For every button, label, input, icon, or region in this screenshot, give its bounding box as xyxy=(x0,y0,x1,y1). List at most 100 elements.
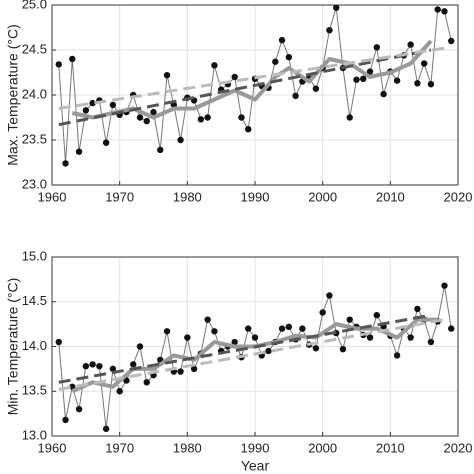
data-point xyxy=(373,311,380,319)
data-point xyxy=(346,114,353,121)
x-tick-label: 1980 xyxy=(173,440,202,455)
data-point xyxy=(312,85,320,92)
data-point xyxy=(184,334,191,341)
data-point xyxy=(319,309,326,316)
data-point xyxy=(96,362,103,370)
data-point xyxy=(380,90,387,98)
data-point xyxy=(326,292,333,299)
data-point xyxy=(360,75,367,83)
series-line xyxy=(58,48,432,127)
data-point xyxy=(339,345,347,353)
data-point xyxy=(62,160,69,167)
data-point xyxy=(82,362,90,370)
data-point xyxy=(136,114,144,121)
data-point xyxy=(373,44,380,51)
data-point xyxy=(312,345,320,352)
x-tick-label: 1990 xyxy=(241,440,270,455)
data-point xyxy=(116,388,123,395)
x-tick-label: 1980 xyxy=(173,189,202,204)
data-point xyxy=(448,325,455,332)
data-point xyxy=(211,62,218,69)
y-tick-label: 13.5 xyxy=(22,383,47,398)
data-point xyxy=(55,61,62,68)
data-point xyxy=(441,282,448,289)
data-point xyxy=(427,338,435,346)
series-line xyxy=(58,46,445,110)
data-point xyxy=(346,316,353,323)
y-tick-label: 15.0 xyxy=(22,248,47,263)
data-point xyxy=(366,334,374,341)
data-point xyxy=(204,316,211,323)
data-point xyxy=(204,114,211,121)
data-point xyxy=(231,338,238,346)
data-point xyxy=(82,107,90,114)
data-point xyxy=(157,146,164,154)
x-tick-label: 1960 xyxy=(38,189,67,204)
data-point xyxy=(136,343,144,350)
x-tick-label: 2000 xyxy=(308,189,337,204)
data-point xyxy=(231,73,238,81)
x-tick-label: 2010 xyxy=(376,189,405,204)
data-point xyxy=(292,92,299,100)
data-point xyxy=(102,425,110,433)
x-tick-label: 1990 xyxy=(241,189,270,204)
data-point xyxy=(299,325,306,332)
data-point xyxy=(333,4,340,11)
data-point xyxy=(238,114,245,121)
data-point xyxy=(285,54,293,61)
data-point xyxy=(366,68,374,75)
data-point xyxy=(143,117,150,125)
data-point xyxy=(177,136,184,144)
data-point xyxy=(393,77,401,84)
data-point xyxy=(89,361,96,368)
data-point xyxy=(353,76,360,83)
data-point xyxy=(211,328,218,335)
data-point xyxy=(414,80,421,87)
y-tick-label: 23.5 xyxy=(22,131,47,146)
y-tick-label: 25.0 xyxy=(22,0,47,11)
data-point xyxy=(272,58,279,65)
data-point xyxy=(278,36,286,44)
data-point xyxy=(62,416,69,424)
data-point xyxy=(245,325,252,332)
data-point xyxy=(245,126,252,133)
x-tick-label: 1970 xyxy=(105,189,134,204)
y-axis-label: Min. Temperature (°C) xyxy=(5,278,21,416)
y-tick-label: 14.0 xyxy=(22,338,47,353)
x-tick-label: 1970 xyxy=(105,440,134,455)
data-point xyxy=(265,347,272,355)
data-point xyxy=(177,368,184,375)
x-tick-label: 2000 xyxy=(308,440,337,455)
series-line xyxy=(58,318,445,391)
y-tick-label: 23.0 xyxy=(22,176,47,191)
x-axis-label: Year xyxy=(241,458,270,474)
x-tick-label: 2010 xyxy=(376,440,405,455)
data-point xyxy=(130,361,137,368)
data-point xyxy=(190,365,198,373)
data-point xyxy=(163,328,171,335)
data-point xyxy=(55,338,62,346)
data-point xyxy=(109,365,117,373)
data-point xyxy=(285,323,293,331)
data-point xyxy=(434,6,441,13)
data-point xyxy=(414,305,421,313)
data-point xyxy=(407,334,414,341)
data-point xyxy=(278,325,286,332)
x-tick-label: 2020 xyxy=(444,440,473,455)
data-point xyxy=(441,8,448,15)
series-line xyxy=(58,313,432,384)
data-point xyxy=(448,37,455,45)
axes-frame xyxy=(51,4,459,186)
y-tick-label: 13.0 xyxy=(22,427,47,442)
data-point xyxy=(109,101,117,109)
data-point xyxy=(393,352,401,359)
y-axis-label: Max. Temperature (°C) xyxy=(5,24,21,166)
data-point xyxy=(75,148,83,155)
y-tick-label: 24.5 xyxy=(22,41,47,56)
data-point xyxy=(163,72,171,79)
data-point xyxy=(420,60,428,67)
x-tick-label: 1960 xyxy=(38,440,67,455)
x-tick-label: 2020 xyxy=(444,189,473,204)
data-point xyxy=(407,41,414,48)
